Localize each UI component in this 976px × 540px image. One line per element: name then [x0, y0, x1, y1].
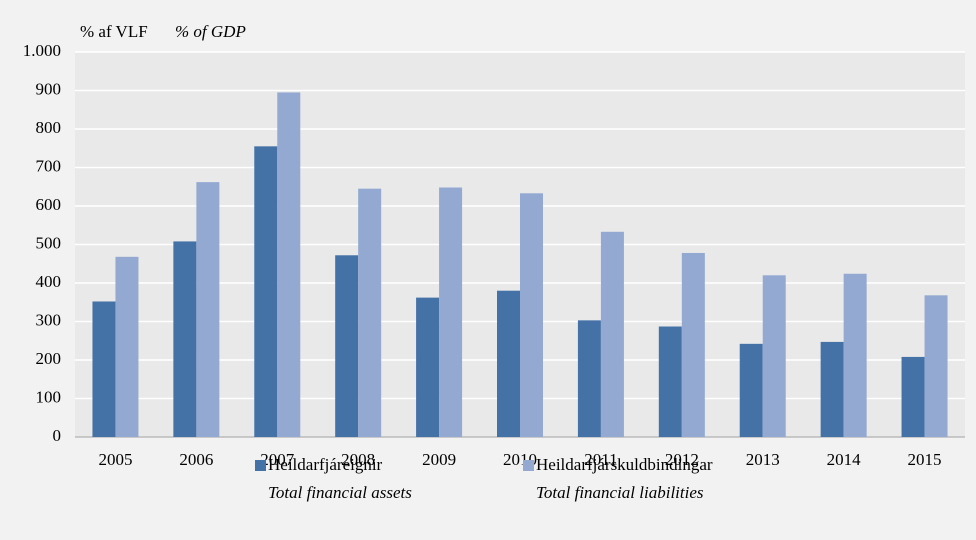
bar [173, 241, 197, 437]
y-tick-label: 900 [36, 79, 62, 98]
y-tick-label: 200 [36, 349, 62, 368]
bar [739, 343, 763, 437]
bar [520, 193, 543, 437]
x-tick-label: 2008 [341, 450, 375, 469]
legend-label-en: Total financial liabilities [536, 483, 704, 502]
legend-label: Heildarfjáreignir [268, 455, 383, 474]
y-tick-label: 700 [36, 156, 62, 175]
bar [115, 256, 139, 437]
bar [924, 295, 948, 437]
x-tick-label: 2015 [908, 450, 942, 469]
x-tick-label: 2013 [746, 450, 780, 469]
y-tick-label: 500 [36, 233, 62, 252]
y-tick-label: 400 [36, 272, 62, 291]
y-tick-label: 300 [36, 310, 62, 329]
x-tick-label: 2009 [422, 450, 456, 469]
bar [658, 326, 682, 437]
bar [901, 356, 925, 437]
x-tick-label: 2006 [179, 450, 213, 469]
bar [843, 273, 867, 437]
bar [681, 252, 705, 437]
legend-swatch [523, 460, 534, 471]
x-tick-label: 2011 [584, 450, 617, 469]
bar [497, 290, 520, 437]
bar [600, 231, 624, 437]
y-axis-title: % af VLF [80, 22, 148, 41]
y-tick-label: 100 [36, 387, 62, 406]
bar [254, 146, 278, 437]
legend-swatch [255, 460, 266, 471]
x-tick-label: 2007 [260, 450, 295, 469]
bar [439, 187, 463, 437]
bar [762, 275, 786, 437]
legend-label-en: Total financial assets [268, 483, 412, 502]
y-tick-label: 1.000 [23, 41, 61, 60]
bar [416, 297, 440, 437]
bar [577, 320, 601, 437]
bar [335, 255, 359, 437]
legend-label: Heildarfjárskuldbindingar [536, 455, 713, 474]
y-axis-title-en: % of GDP [175, 22, 246, 41]
y-tick-label: 0 [53, 426, 62, 445]
x-tick-label: 2005 [98, 450, 132, 469]
y-tick-label: 600 [36, 195, 62, 214]
x-tick-label: 2012 [665, 450, 699, 469]
bar [92, 301, 116, 437]
bar [820, 341, 844, 437]
bar [196, 182, 220, 437]
bar [277, 92, 301, 438]
x-tick-label: 2014 [827, 450, 862, 469]
bar [358, 188, 382, 437]
y-tick-label: 800 [36, 118, 62, 137]
